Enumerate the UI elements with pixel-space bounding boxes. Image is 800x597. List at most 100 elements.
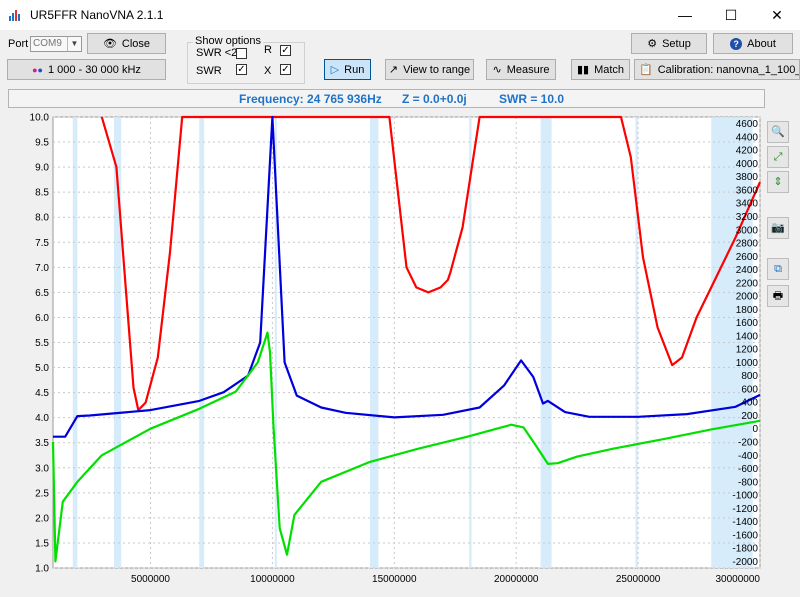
y-left-tick-label: 2.5	[35, 488, 49, 499]
y-right-tick-label: -1600	[732, 530, 758, 541]
x-tick-label: 5000000	[131, 574, 170, 585]
minimize-button[interactable]: —	[678, 7, 692, 23]
close-port-label: Close	[121, 37, 151, 50]
y-right-tick-label: -600	[738, 464, 758, 475]
y-right-tick-label: 600	[741, 384, 758, 395]
calibration-button[interactable]: 📋 Calibration: nanovna_1_100_cab	[634, 59, 800, 80]
swr-checkbox[interactable]: ✓	[236, 64, 247, 75]
y-left-tick-label: 4.0	[35, 413, 49, 424]
band-highlight	[113, 117, 122, 568]
y-left-tick-label: 5.5	[35, 338, 49, 349]
status-frequency: Frequency: 24 765 936Hz	[239, 92, 382, 106]
eye-icon: 👁	[102, 38, 117, 50]
y-right-tick-label: 3000	[736, 225, 759, 236]
calibration-icon: 📋	[639, 64, 653, 76]
y-right-tick-label: 2800	[736, 239, 759, 250]
plot-area[interactable]	[52, 116, 761, 569]
port-label: Port	[8, 38, 29, 50]
measurement-chart[interactable]: 1.0 1.5 2.0 2.5 3.0 3.5 4.0 4.5 5.0 5.5 6.0 6.5 7.0 7…	[0, 112, 765, 597]
run-button[interactable]: ▷ Run	[324, 59, 371, 80]
x-tick-label: 30000000	[716, 574, 761, 585]
title-bar: UR5FFR NanoVNA 2.1.1 — ☐ ✕	[0, 0, 800, 30]
y-right-tick-label: 0	[752, 424, 758, 435]
view-to-range-button[interactable]: ↗ View to range	[385, 59, 474, 80]
y-right-tick-label: -200	[738, 437, 758, 448]
y-right-tick-label: -1000	[732, 491, 758, 502]
y-left-tick-label: 9.5	[35, 138, 49, 149]
r-checkbox[interactable]: ✓	[280, 45, 291, 56]
about-button[interactable]: ? About	[713, 33, 793, 54]
dots-icon: ●●	[32, 64, 43, 75]
maximize-button[interactable]: ☐	[724, 7, 738, 23]
fit-icon[interactable]: ⤢	[767, 146, 789, 168]
y-left-tick-label: 7.0	[35, 263, 49, 274]
x-checkbox[interactable]: ✓	[280, 64, 291, 75]
y-right-tick-label: 4200	[736, 146, 759, 157]
y-right-tick-label: -2000	[732, 557, 758, 568]
y-left-tick-label: 3.0	[35, 463, 49, 474]
band-highlight	[540, 117, 552, 568]
x-series-line	[51, 331, 761, 563]
y-right-tick-label: 4600	[736, 119, 759, 130]
swr-lt2-checkbox[interactable]	[236, 48, 247, 59]
print-icon[interactable]: 🖶	[767, 285, 789, 307]
y-right-tick-label: -1800	[732, 544, 758, 555]
measure-label: Measure	[506, 63, 550, 76]
y-right-tick-label: 1600	[736, 318, 759, 329]
band-highlight	[635, 117, 638, 568]
x-tick-label: 20000000	[494, 574, 539, 585]
measure-icon: ∿	[492, 64, 502, 76]
match-icon: ▮▮	[576, 64, 590, 76]
gear-icon: ⚙	[647, 38, 658, 50]
y-left-tick-label: 7.5	[35, 238, 49, 249]
y-right-tick-label: 3400	[736, 199, 759, 210]
status-bar: Frequency: 24 765 936Hz Z = 0.0+0.0j SWR…	[8, 89, 765, 108]
y-right-tick-label: 2600	[736, 252, 759, 263]
y-right-tick-label: 1400	[736, 331, 759, 342]
y-right-tick-label: -400	[738, 451, 758, 462]
x-tick-label: 25000000	[616, 574, 661, 585]
swr-lt2-label: SWR <2	[196, 47, 238, 59]
frequency-range-label: 1 000 - 30 000 kHz	[47, 63, 141, 76]
run-label: Run	[344, 63, 365, 76]
setup-button[interactable]: ⚙ Setup	[631, 33, 707, 54]
y-right-tick-label: 4400	[736, 132, 759, 143]
measure-button[interactable]: ∿ Measure	[486, 59, 556, 80]
y-left-tick-label: 8.5	[35, 188, 49, 199]
y-right-tick-label: 1800	[736, 305, 759, 316]
view-icon: ↗	[388, 64, 399, 76]
y-right-tick-label: 2000	[736, 292, 759, 303]
close-port-button[interactable]: 👁 Close	[87, 33, 166, 54]
y-left-tick-label: 6.0	[35, 313, 49, 324]
y-left-tick-label: 1.5	[35, 538, 49, 549]
y-right-tick-label: 800	[741, 371, 758, 382]
port-select[interactable]: COM9 ▼	[30, 36, 82, 52]
match-button[interactable]: ▮▮ Match	[571, 59, 630, 80]
zoom-icon[interactable]: 🔍	[767, 121, 789, 143]
camera-icon[interactable]: 📷	[767, 217, 789, 239]
frequency-range-button[interactable]: ●● 1 000 - 30 000 kHz	[7, 59, 166, 80]
band-highlight	[274, 117, 277, 568]
r-label: R	[264, 44, 272, 56]
y-right-tick-label: 3600	[736, 185, 759, 196]
view-to-range-label: View to range	[403, 63, 471, 76]
about-label: About	[747, 37, 776, 50]
y-right-tick-label: -1200	[732, 504, 758, 515]
band-highlight	[469, 117, 472, 568]
y-right-tick-label: -800	[738, 477, 758, 488]
swr-label: SWR	[196, 65, 222, 77]
band-highlight	[72, 117, 78, 568]
show-options-title: Show options	[193, 35, 264, 47]
close-window-button[interactable]: ✕	[771, 7, 783, 23]
play-icon: ▷	[330, 64, 340, 76]
y-right-tick-label: 1200	[736, 345, 759, 356]
y-left-tick-label: 1.0	[35, 564, 49, 575]
y-right-tick-label: 4000	[736, 159, 759, 170]
setup-label: Setup	[662, 37, 691, 50]
x-label: X	[264, 65, 272, 77]
swr-series-line	[100, 115, 762, 412]
copy-icon[interactable]: ⧉	[767, 258, 789, 280]
y-right-tick-label: 200	[741, 411, 758, 422]
vertical-scale-icon[interactable]: ⇕	[767, 171, 789, 193]
y-left-tick-label: 5.0	[35, 363, 49, 374]
